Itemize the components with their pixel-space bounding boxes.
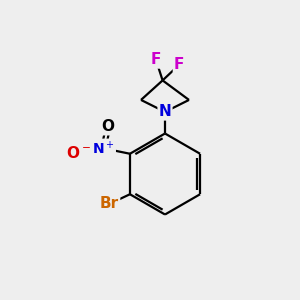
Text: F: F [151,52,161,68]
Text: F: F [174,57,184,72]
Text: N: N [159,104,171,119]
Text: O: O [101,119,115,134]
Text: N$^+$: N$^+$ [92,140,115,157]
Text: O$^-$: O$^-$ [66,145,92,161]
Text: Br: Br [100,196,119,211]
